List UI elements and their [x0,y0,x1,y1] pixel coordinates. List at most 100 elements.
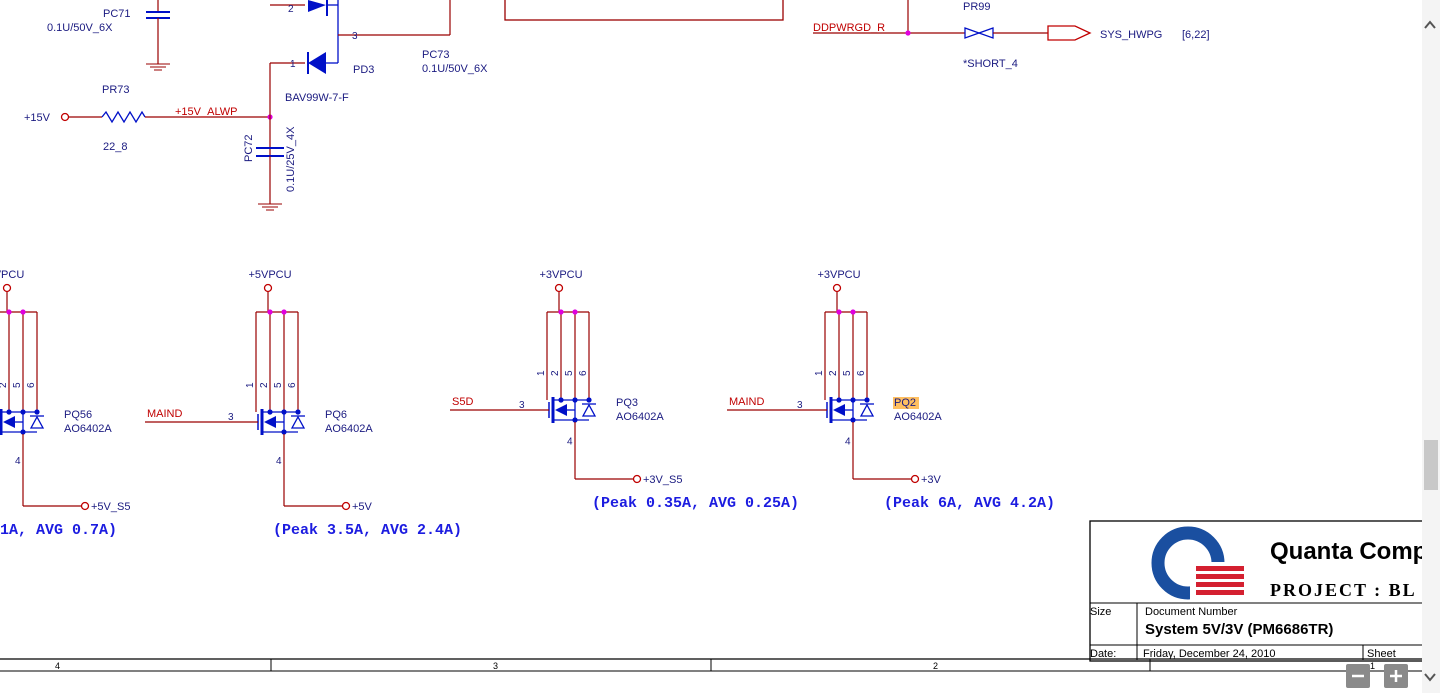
part-label: AO6402A [325,423,373,435]
pin-number: 3 [519,400,525,411]
ref-label: PQ3 [616,397,638,409]
net-terminal [632,474,642,484]
pin-number: 3 [352,31,358,42]
net-label: +5V [352,501,373,513]
junction [905,30,911,36]
supply-label: +3VPCU [539,269,582,281]
pin-number: 3 [228,412,234,423]
junction [6,309,12,315]
document-title: System 5V/3V (PM6686TR) [1145,621,1333,638]
junction [572,309,578,315]
diode [308,0,326,12]
net-label: +3V_S5 [643,474,682,486]
pin-number: 1 [290,59,296,70]
value-label: 22_8 [103,141,127,153]
pin-number: 4 [845,437,851,448]
fet-arrow [264,416,276,428]
ref-label: PR73 [102,84,130,96]
ref-label: PC72 [243,134,255,162]
junction [572,417,578,423]
project-label: PROJECT : BL [1270,580,1417,600]
title-block [1089,520,1440,662]
resistor [101,110,146,124]
value-label: 0.1U/50V_6X [47,22,113,34]
supply-label: +3VPCU [817,269,860,281]
pin-number: 6 [26,382,37,388]
fet-arrow [555,404,567,416]
fet-arrow [833,404,845,416]
zone-number: 4 [55,661,60,671]
off-page-port [1047,25,1092,41]
date-value: Friday, December 24, 2010 [1143,648,1275,660]
scroll-down[interactable] [1424,673,1436,682]
pin-number: 5 [273,382,284,388]
junction [836,397,842,403]
pin-number: 5 [842,370,853,376]
company-name: Quanta Comp [1270,538,1427,565]
scroll-up[interactable] [1424,20,1436,29]
net-terminal [554,283,564,293]
net-label: S5D [452,396,473,408]
net-label: +5V_S5 [91,501,130,513]
pin-number: 6 [856,370,867,376]
net-label: +15V_ALWP [175,106,237,118]
net-terminal [341,501,351,511]
current-note: (Peak 6A, AVG 4.2A) [884,495,1055,512]
field-label: Sheet [1367,648,1396,660]
pin-number: 6 [578,370,589,376]
net-terminal [2,283,12,293]
body-diode [29,415,45,429]
value-label: 0.1U/50V_6X [422,63,488,75]
junction [836,309,842,315]
sheet-block [504,0,784,21]
short-jumper [977,27,994,39]
scrollbar-thumb[interactable] [1424,440,1438,490]
value-label: 0.1U/25V_4X [285,126,297,192]
junction [586,397,592,403]
logo-stripe [1196,590,1244,595]
net-label: DDPWRGD_R [813,22,885,34]
zone-number: 1 [1370,661,1375,671]
junction [850,309,856,315]
supply-label: VPCU [0,269,24,281]
pin-number: 4 [567,437,573,448]
pin-number: 4 [276,456,282,467]
body-diode [859,403,875,417]
net-label: +15V [24,112,51,124]
search-highlight [893,397,919,409]
pin-number: 1 [245,382,256,388]
net-terminal [832,283,842,293]
current-note: (Peak 0.35A, AVG 0.25A) [592,495,799,512]
junction [281,309,287,315]
short-jumper [964,27,981,39]
body-diode [581,403,597,417]
zone-number: 2 [933,661,938,671]
current-note: (Peak 3.5A, AVG 2.4A) [273,522,462,539]
net-terminal [910,474,920,484]
junction [34,409,40,415]
zone-number: 3 [493,661,498,671]
net-terminal [60,112,70,122]
junction [281,429,287,435]
pin-number: 2 [288,4,294,15]
fet-arrow [3,416,15,428]
logo-stripe [1196,582,1244,587]
body-diode [290,415,306,429]
pin-number: 2 [828,370,839,376]
pin-number: 6 [287,382,298,388]
scrollbar-track [1422,0,1440,693]
pin-number: 2 [0,382,9,388]
junction [20,429,26,435]
part-label: BAV99W-7-F [285,92,349,104]
part-label: AO6402A [616,411,664,423]
logo-stripe [1196,574,1244,579]
junction [20,309,26,315]
pin-number: 5 [12,382,23,388]
junction [267,309,273,315]
net-label: MAIND [729,396,765,408]
ref-label: PC73 [422,49,450,61]
junction [6,409,12,415]
ref-label: PC71 [103,8,131,20]
net-terminal [263,283,273,293]
field-label: Document Number [1145,606,1238,618]
